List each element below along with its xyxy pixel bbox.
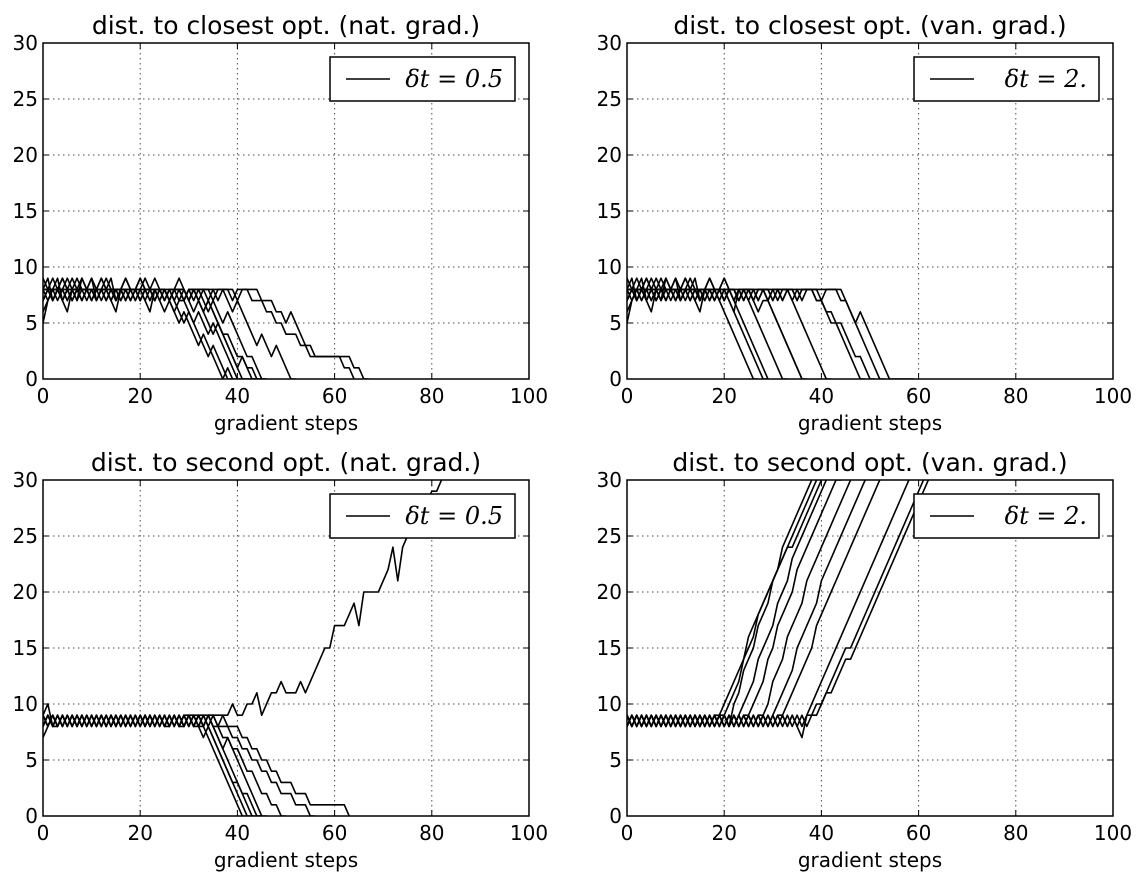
legend: δt = 0.5 bbox=[329, 493, 516, 539]
series-line-2 bbox=[43, 277, 267, 379]
y-tick-label: 25 bbox=[13, 524, 38, 548]
x-tick-label: 100 bbox=[510, 384, 548, 408]
x-tick-label: 20 bbox=[711, 384, 736, 408]
chart-title: dist. to closest opt. (van. grad.) bbox=[673, 11, 1066, 40]
series-line-5 bbox=[43, 277, 267, 379]
y-tick-label: 0 bbox=[25, 367, 38, 391]
series-line-7 bbox=[627, 288, 832, 379]
y-tick-label: 5 bbox=[25, 748, 38, 772]
y-tick-label: 20 bbox=[597, 143, 622, 167]
x-axis-label: gradient steps bbox=[214, 411, 358, 435]
chart-panel-4: 0 20 40 60 80 100 0 5 10 15 20 25 30 dist. to second … bbox=[597, 448, 1133, 872]
y-tick-label: 5 bbox=[609, 311, 622, 335]
y-tick-label: 20 bbox=[13, 580, 38, 604]
series-line-7 bbox=[43, 714, 316, 816]
x-tick-label: 60 bbox=[322, 821, 347, 845]
y-tick-label: 30 bbox=[13, 31, 38, 55]
chart-panel-3: 0 20 40 60 80 100 0 5 10 15 20 25 30 dist. to second … bbox=[13, 448, 549, 872]
x-tick-label: 40 bbox=[225, 821, 250, 845]
x-tick-label: 60 bbox=[322, 384, 347, 408]
series-line-3 bbox=[43, 714, 248, 816]
x-axis-label: gradient steps bbox=[798, 411, 942, 435]
series-line-3 bbox=[627, 480, 818, 728]
series-line-2 bbox=[627, 480, 813, 728]
y-tick-label: 10 bbox=[597, 255, 622, 279]
x-axis-label: gradient steps bbox=[798, 848, 942, 872]
series-line-8 bbox=[43, 714, 350, 816]
y-tick-label: 15 bbox=[597, 636, 622, 660]
y-tick-label: 15 bbox=[13, 636, 38, 660]
x-tick-label: 60 bbox=[906, 384, 931, 408]
x-tick-label: 60 bbox=[906, 821, 931, 845]
x-tick-label: 80 bbox=[419, 384, 444, 408]
series-line-1 bbox=[627, 480, 823, 728]
x-tick-label: 80 bbox=[419, 821, 444, 845]
chart-title: dist. to closest opt. (nat. grad.) bbox=[92, 11, 480, 40]
x-tick-label: 80 bbox=[1003, 384, 1028, 408]
x-tick-label: 100 bbox=[1094, 821, 1132, 845]
y-tick-label: 20 bbox=[13, 143, 38, 167]
chart-title: dist. to second opt. (nat. grad.) bbox=[91, 448, 481, 477]
series-line-9 bbox=[627, 288, 875, 379]
y-tick-label: 15 bbox=[13, 199, 38, 223]
legend-label: δt = 2. bbox=[1005, 502, 1087, 530]
chart-title: dist. to second opt. (van. grad.) bbox=[672, 448, 1067, 477]
series-line-10 bbox=[43, 288, 369, 379]
legend-label: δt = 0.5 bbox=[405, 502, 503, 530]
series-line-5 bbox=[43, 714, 267, 816]
y-tick-label: 25 bbox=[597, 87, 622, 111]
y-tick-label: 5 bbox=[25, 311, 38, 335]
x-tick-label: 20 bbox=[127, 384, 152, 408]
series-line-11 bbox=[627, 288, 914, 379]
legend: δt = 2. bbox=[913, 493, 1100, 539]
chart-panel-2: 0 20 40 60 80 100 0 5 10 15 20 25 30 dist. to closest… bbox=[597, 11, 1133, 435]
x-tick-label: 0 bbox=[37, 384, 50, 408]
legend: δt = 0.5 bbox=[329, 56, 516, 102]
x-tick-label: 40 bbox=[225, 384, 250, 408]
series-line-8 bbox=[627, 480, 881, 728]
x-tick-label: 20 bbox=[711, 821, 736, 845]
y-tick-label: 0 bbox=[609, 367, 622, 391]
y-tick-label: 15 bbox=[597, 199, 622, 223]
x-tick-label: 80 bbox=[1003, 821, 1028, 845]
y-tick-label: 10 bbox=[13, 692, 38, 716]
y-tick-label: 0 bbox=[609, 804, 622, 828]
y-tick-label: 25 bbox=[597, 524, 622, 548]
x-tick-label: 0 bbox=[621, 384, 634, 408]
legend-label: δt = 0.5 bbox=[405, 65, 503, 93]
series-line-9 bbox=[43, 288, 296, 379]
x-tick-label: 40 bbox=[809, 384, 834, 408]
y-tick-label: 20 bbox=[597, 580, 622, 604]
legend: δt = 2. bbox=[913, 56, 1100, 102]
x-tick-label: 20 bbox=[127, 821, 152, 845]
x-tick-label: 100 bbox=[510, 821, 548, 845]
series-line-11 bbox=[627, 480, 930, 728]
x-tick-label: 0 bbox=[37, 821, 50, 845]
x-tick-label: 100 bbox=[1094, 384, 1132, 408]
series-line-10 bbox=[627, 480, 925, 728]
y-tick-label: 30 bbox=[597, 31, 622, 55]
y-tick-label: 30 bbox=[13, 468, 38, 492]
y-tick-label: 0 bbox=[25, 804, 38, 828]
y-tick-label: 10 bbox=[13, 255, 38, 279]
y-tick-label: 25 bbox=[13, 87, 38, 111]
x-axis-label: gradient steps bbox=[214, 848, 358, 872]
chart-panel-1: 0 20 40 60 80 100 0 5 10 15 20 25 30 dist. to closest… bbox=[13, 11, 549, 435]
series-line-6 bbox=[627, 480, 852, 728]
y-tick-label: 10 bbox=[597, 692, 622, 716]
x-tick-label: 40 bbox=[809, 821, 834, 845]
y-tick-label: 5 bbox=[609, 748, 622, 772]
series-line-9 bbox=[43, 714, 262, 816]
x-tick-label: 0 bbox=[621, 821, 634, 845]
legend-label: δt = 2. bbox=[1005, 65, 1087, 93]
y-tick-label: 30 bbox=[597, 468, 622, 492]
